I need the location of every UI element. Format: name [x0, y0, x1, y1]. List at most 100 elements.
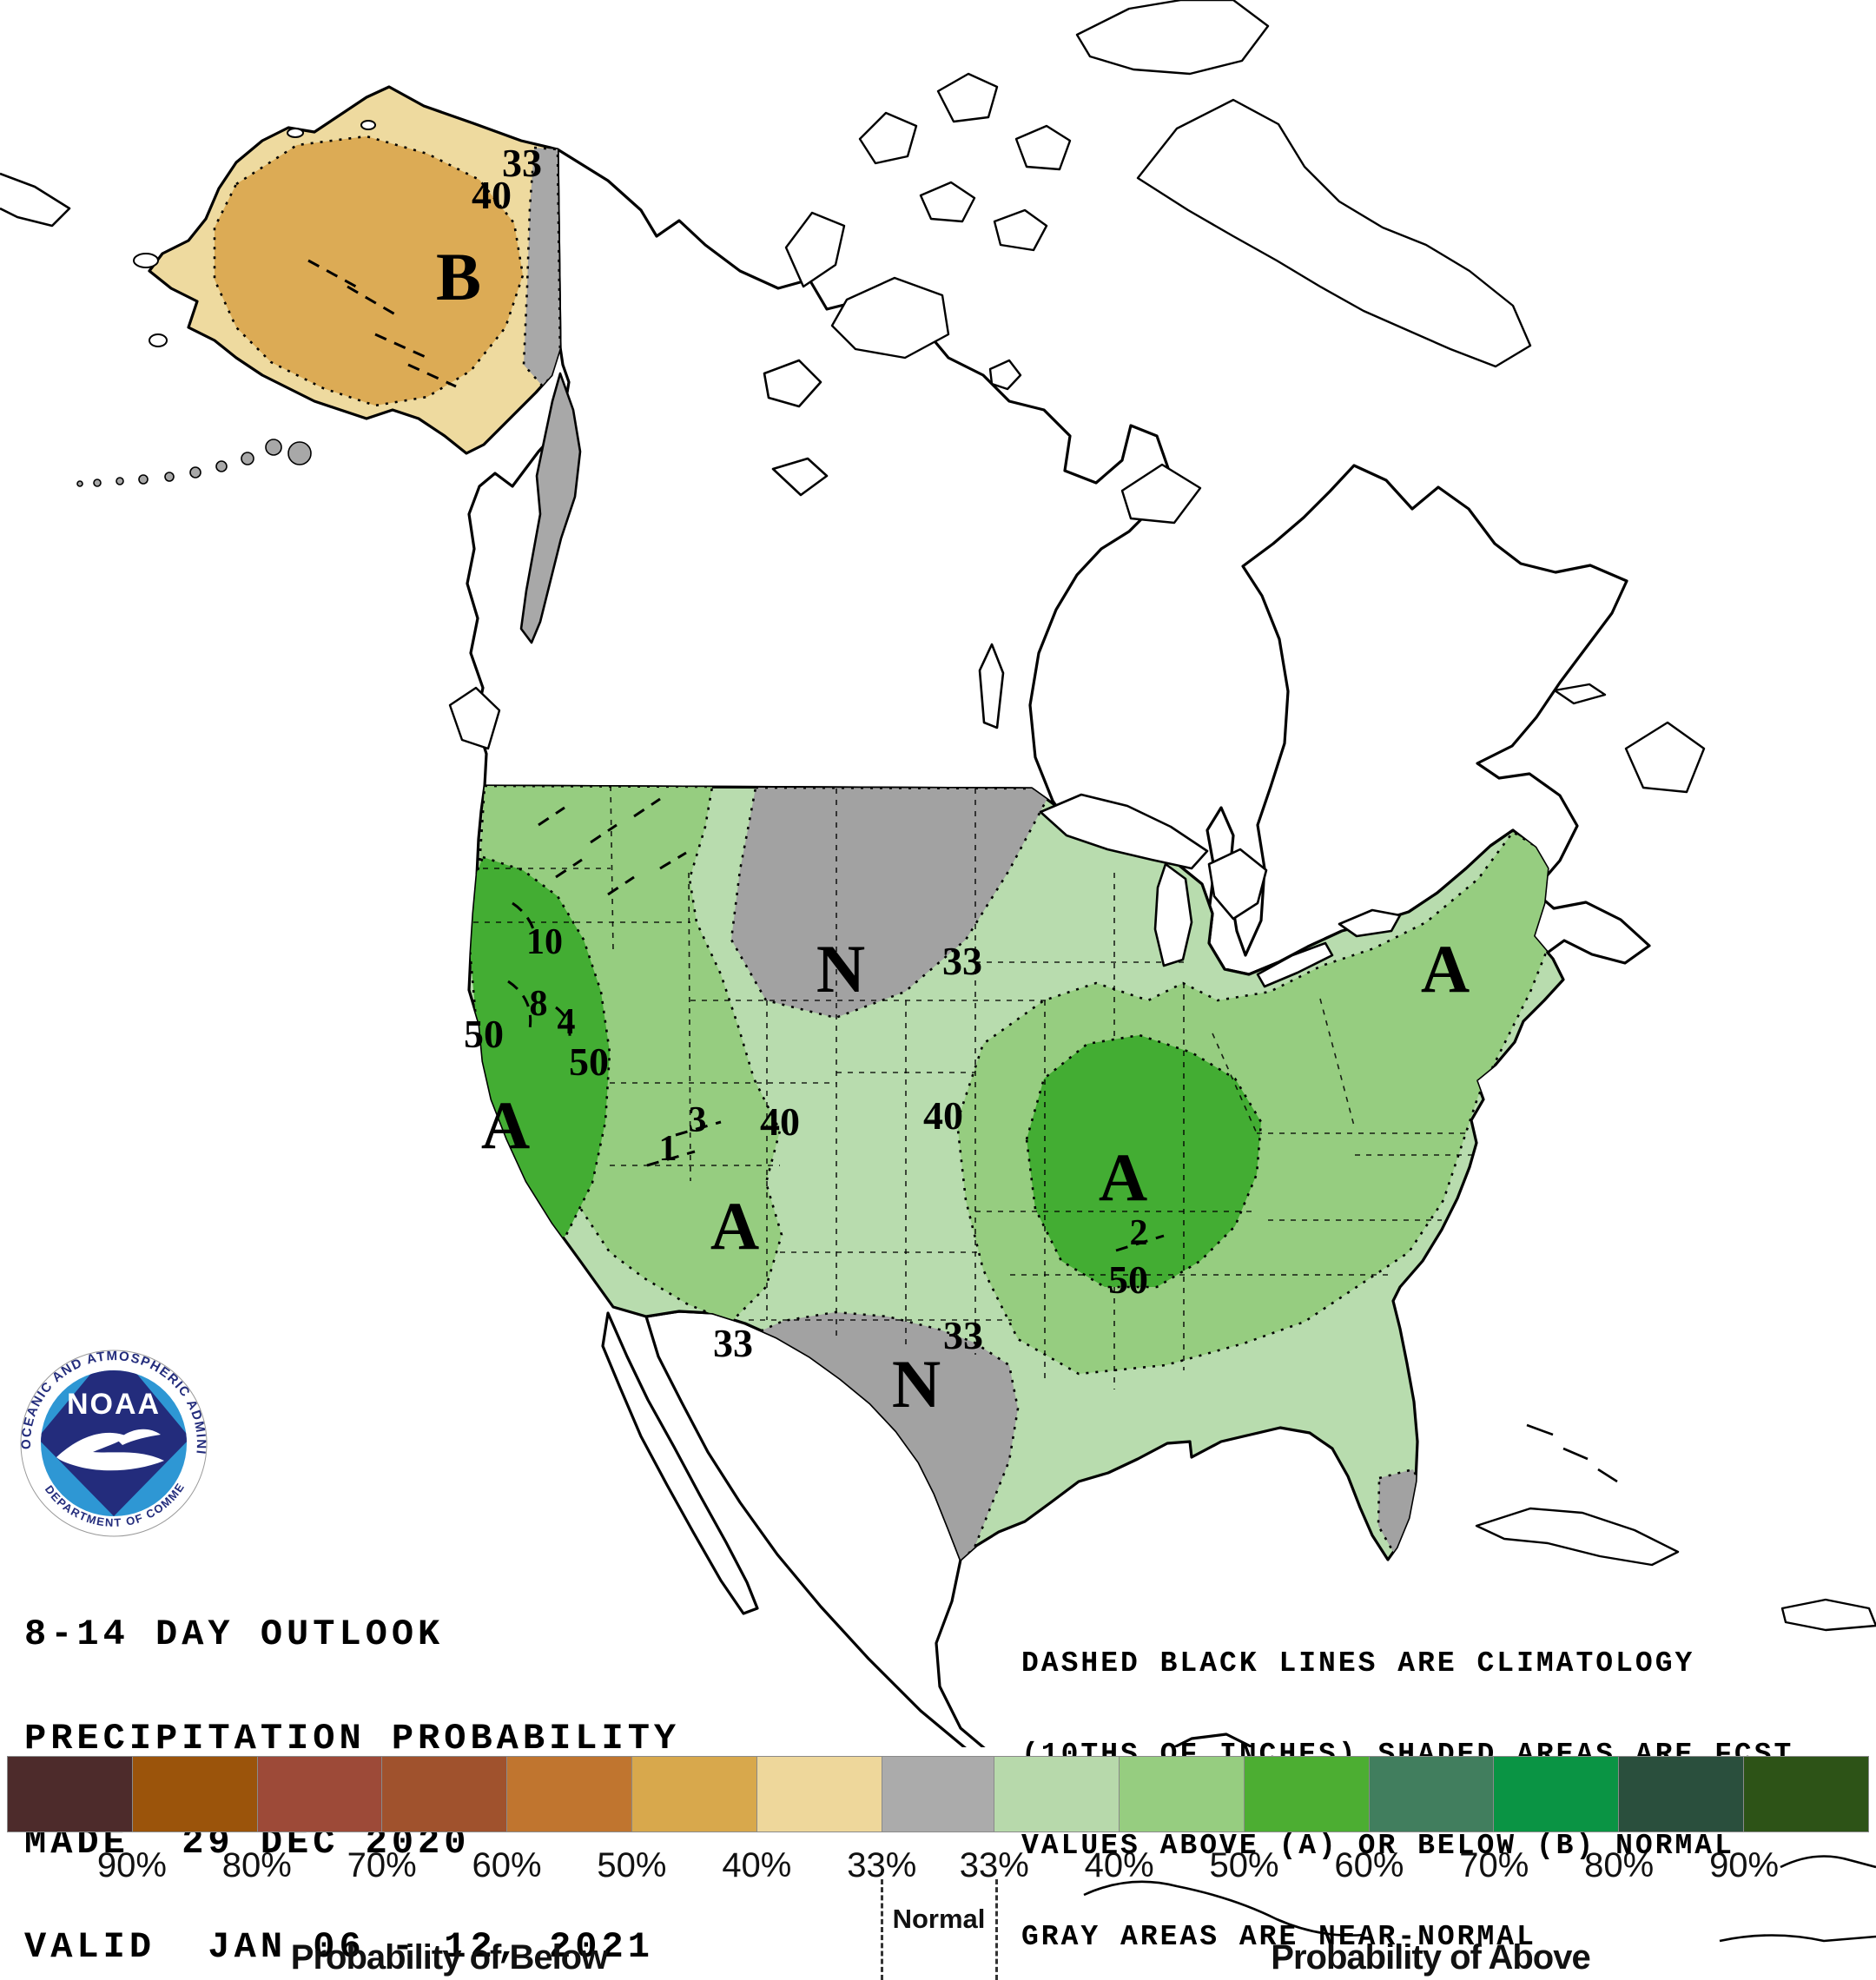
legend-cell: [994, 1757, 1120, 1832]
map-label-2: 2: [1130, 1213, 1148, 1253]
colorbar-tick: 90%: [1709, 1846, 1780, 1884]
note-line-1: DASHED BLACK LINES ARE CLIMATOLOGY: [1021, 1647, 1695, 1680]
alaska-climatology-contours: [307, 259, 457, 388]
south-america-coast: [1719, 1855, 1876, 1943]
noaa-logo: NATIONAL OCEANIC AND ATMOSPHERIC ADMINIS…: [19, 1349, 208, 1537]
map-label-N: N: [892, 1346, 941, 1422]
map-label-A: A: [481, 1087, 530, 1163]
below-normal-caption: Probability of Below: [290, 1938, 608, 1977]
colorbar-tick: 60%: [1334, 1846, 1404, 1884]
bahamas: [1526, 1423, 1618, 1483]
victoria-island: [830, 276, 950, 360]
lake-erie: [1256, 941, 1334, 988]
colorbar-tick: 33%: [959, 1846, 1029, 1884]
map-label-N: N: [816, 931, 865, 1006]
title-line-variable: PRECIPITATION PROBABILITY: [24, 1718, 681, 1759]
legend-cell: [1120, 1757, 1245, 1832]
legend-cell: [8, 1757, 133, 1832]
map-label-3: 3: [689, 1100, 707, 1140]
great-bear-lake: [763, 359, 822, 408]
colorbar-tick: 50%: [597, 1846, 667, 1884]
alaska-near-normal-east: [522, 146, 560, 388]
great-slave-lake: [771, 457, 829, 497]
legend-cell: [382, 1757, 508, 1832]
legend-cell: [1369, 1757, 1495, 1832]
noaa-seagull-wing-icon: [117, 1429, 161, 1445]
colorbar-tick: 70%: [347, 1846, 417, 1884]
map-label-1: 1: [659, 1129, 677, 1169]
colorbar-tick: 40%: [1084, 1846, 1154, 1884]
arctic-island-1: [858, 111, 918, 165]
noaa-seagull-icon: [56, 1432, 164, 1471]
legend-cell: [1619, 1757, 1745, 1832]
probability-colorbar: [7, 1756, 1869, 1832]
state-borders: [473, 786, 1476, 1389]
baja-california: [601, 1311, 759, 1615]
colorbar-tick: 80%: [221, 1846, 292, 1884]
normal-caption: Normal: [892, 1904, 986, 1934]
colorbar-tick: 60%: [472, 1846, 542, 1884]
hispaniola: [1780, 1598, 1876, 1632]
legend-cell: [507, 1757, 633, 1832]
map-label-50: 50: [1108, 1257, 1148, 1302]
lake-superior: [1039, 793, 1209, 870]
map-label-8: 8: [530, 984, 548, 1024]
lake-huron: [1207, 848, 1268, 921]
lake-ontario: [1338, 908, 1402, 938]
arctic-island-5: [993, 208, 1048, 252]
legend-cell: [882, 1757, 995, 1832]
bering-islands: [133, 120, 376, 347]
legend-cell: [1744, 1757, 1868, 1832]
anticosti-island: [1553, 683, 1607, 705]
colorbar-tick: 70%: [1459, 1846, 1529, 1884]
newfoundland: [1624, 721, 1706, 794]
map-label-40: 40: [760, 1099, 800, 1144]
alaska: [76, 85, 582, 644]
us-outlook-regions: [467, 784, 1565, 1561]
colorbar-tick: 33%: [847, 1846, 917, 1884]
arctic-island-3: [1014, 124, 1072, 171]
mexico-caribbean: [0, 172, 1876, 1943]
note-line-4: GRAY AREAS ARE NEAR-NORMAL: [1021, 1921, 1536, 1953]
colorbar-tick: 50%: [1209, 1846, 1279, 1884]
noaa-diamond: [41, 1370, 187, 1516]
note-block: DASHED BLACK LINES ARE CLIMATOLOGY (10TH…: [1021, 1587, 1876, 1980]
map-label-50: 50: [464, 1012, 504, 1056]
map-label-4: 4: [558, 1002, 576, 1042]
map-label-10: 10: [526, 922, 563, 962]
lake-michigan: [1153, 862, 1193, 967]
map-label-40: 40: [472, 173, 512, 217]
vancouver-island: [448, 686, 501, 750]
baffin-island: [1136, 98, 1532, 368]
arctic-islands: [784, 0, 1706, 794]
title-line-valid: VALID JAN 06 - 12, 2021: [24, 1926, 654, 1968]
note-line-3: VALUES ABOVE (A) OR BELOW (B) NORMAL: [1021, 1830, 1734, 1862]
legend-cell: [756, 1757, 882, 1832]
great-lakes: [448, 686, 1402, 988]
legend-cell: [257, 1757, 383, 1832]
banks-island: [784, 211, 846, 288]
arctic-island-2: [936, 72, 999, 123]
legend-cell: [632, 1757, 757, 1832]
climatology-contours: [507, 797, 1165, 1252]
map-label-33: 33: [713, 1321, 753, 1365]
colorbar-tick: 80%: [1584, 1846, 1655, 1884]
legend-cell: [1494, 1757, 1620, 1832]
colorbar-tick-labels: 90% 80% 70% 60% 50% 40% 33% 33% 40% 50% 60% 70% 80% 9…: [7, 1846, 1869, 1890]
map-label-A: A: [1421, 931, 1470, 1006]
map-label-40: 40: [923, 1093, 963, 1138]
map-label-A: A: [1099, 1139, 1147, 1215]
region-above50-midwest: [1025, 1033, 1263, 1289]
map-label-B: B: [436, 239, 481, 314]
king-william-island: [988, 359, 1022, 391]
colorbar-tick: 90%: [96, 1846, 167, 1884]
russia-coast-fragment: [0, 172, 71, 228]
lake-winnipeg: [978, 643, 1005, 729]
noaa-wordmark: NOAA: [67, 1388, 161, 1421]
alaska-below40-core: [213, 135, 525, 407]
map-label-33: 33: [943, 1313, 983, 1357]
map-label-33: 33: [502, 141, 542, 185]
map-label-33: 33: [942, 939, 982, 983]
